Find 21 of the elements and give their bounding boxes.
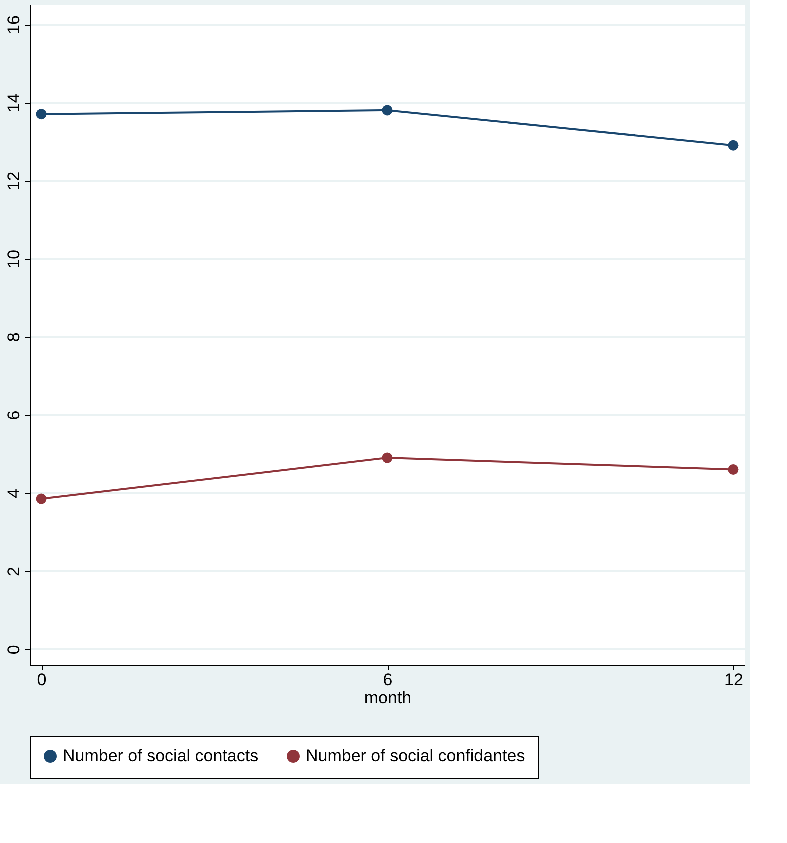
y-tick-label: 10 — [4, 250, 24, 269]
point — [382, 105, 393, 116]
y-tick-label: 0 — [4, 645, 24, 655]
legend-label: Number of social contacts — [63, 746, 259, 766]
y-tick-label: 4 — [4, 488, 24, 498]
x-tick-label: 6 — [383, 670, 393, 690]
point — [36, 109, 47, 120]
y-tick-label: 14 — [4, 94, 24, 113]
x-axis-title: month — [364, 688, 412, 708]
legend-label: Number of social confidantes — [306, 746, 526, 766]
point — [728, 464, 739, 475]
point — [382, 452, 393, 464]
y-tick-label: 8 — [4, 332, 24, 342]
y-tick-label: 16 — [4, 16, 24, 34]
point — [36, 494, 47, 504]
x-tick-label: 0 — [37, 670, 47, 690]
y-tick-label: 6 — [4, 410, 24, 420]
x-tick-label: 12 — [724, 670, 744, 690]
point — [728, 140, 739, 151]
y-tick-label: 2 — [4, 567, 24, 577]
y-tick-label: 12 — [4, 172, 24, 191]
